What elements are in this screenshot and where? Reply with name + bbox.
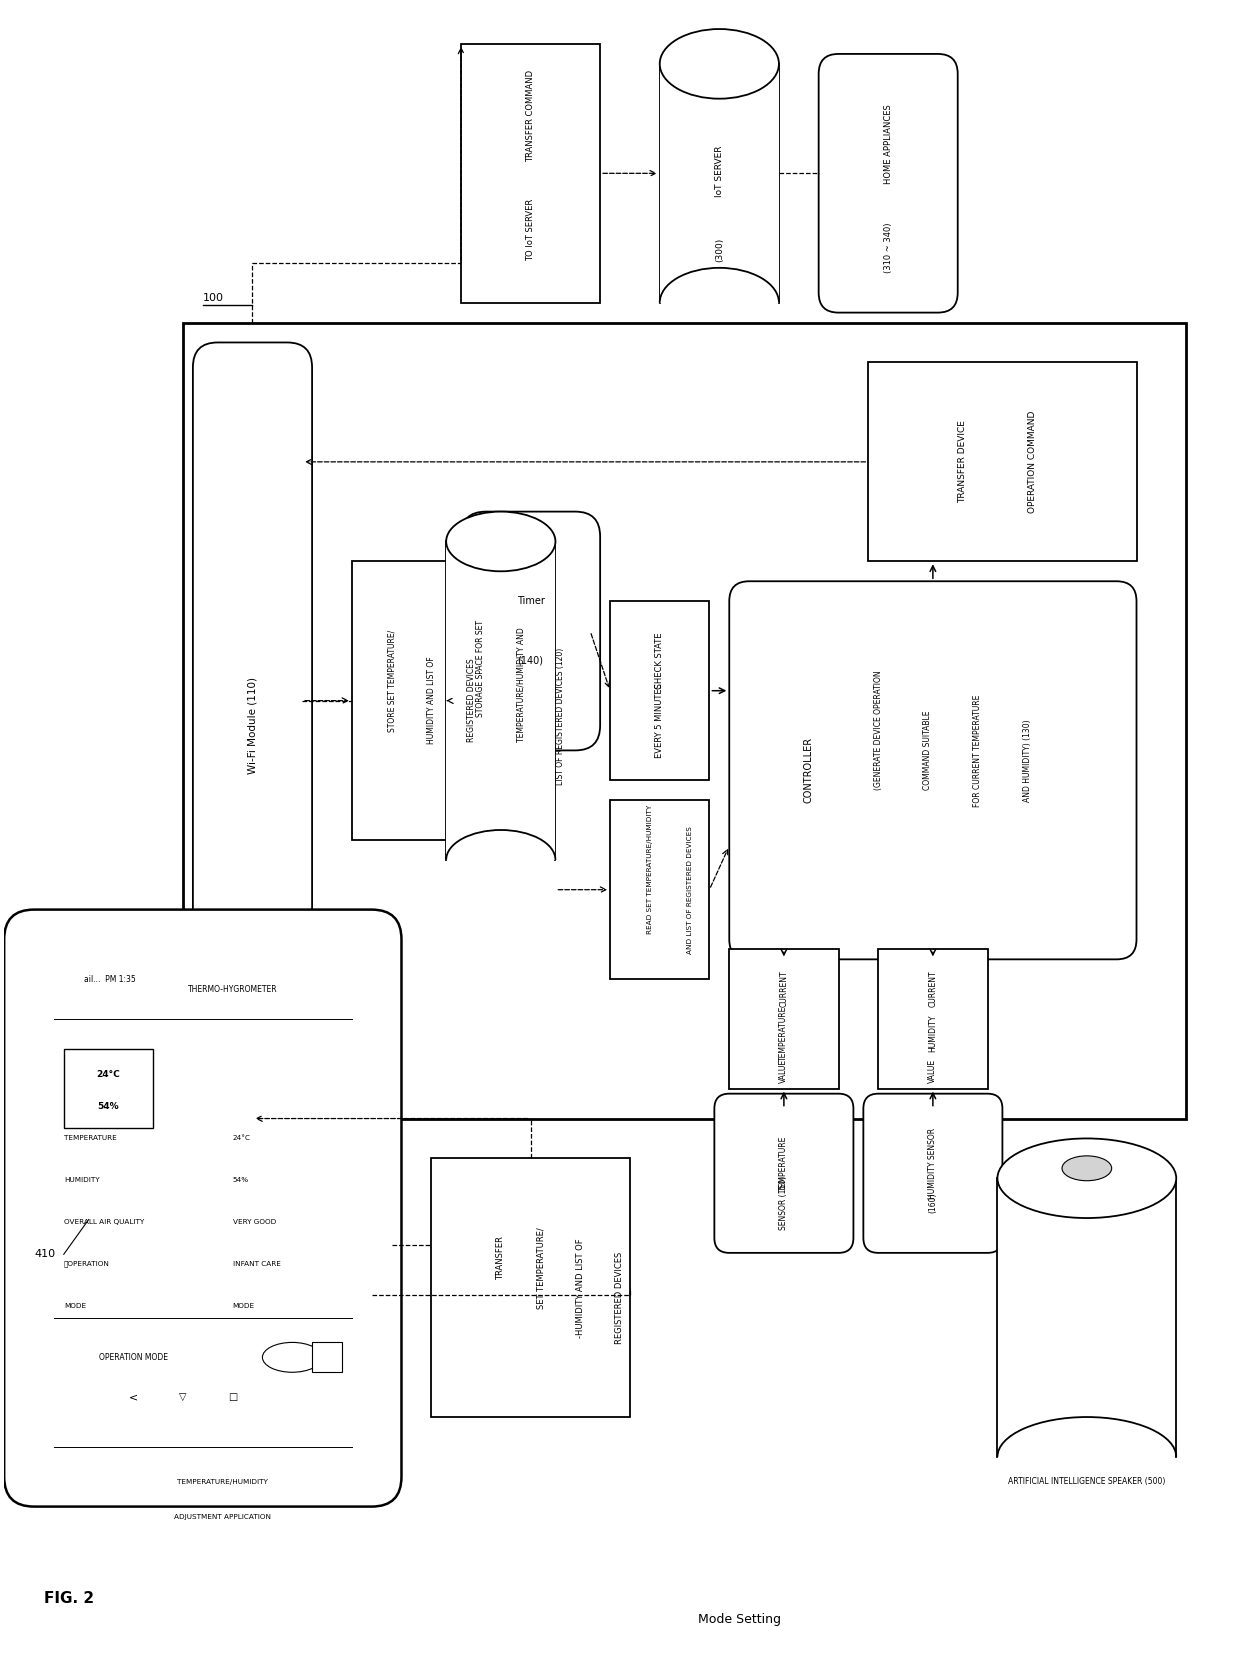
FancyBboxPatch shape <box>193 342 312 1109</box>
Text: <: < <box>129 1393 138 1403</box>
Text: -HUMIDITY AND LIST OF: -HUMIDITY AND LIST OF <box>575 1238 585 1338</box>
Text: 54%: 54% <box>233 1177 249 1184</box>
Text: TEMPERATURE: TEMPERATURE <box>780 1135 789 1190</box>
Text: (310 ~ 340): (310 ~ 340) <box>884 222 893 274</box>
Text: THERMO-HYGROMETER: THERMO-HYGROMETER <box>187 984 278 994</box>
Text: MODE: MODE <box>63 1303 86 1308</box>
Text: EVERY 5 MINUTES: EVERY 5 MINUTES <box>655 684 665 759</box>
Text: REGISTERED DEVICES: REGISTERED DEVICES <box>615 1252 625 1343</box>
Text: TRANSFER COMMAND: TRANSFER COMMAND <box>526 70 536 163</box>
Bar <box>461 43 600 302</box>
FancyBboxPatch shape <box>660 63 779 302</box>
Text: TEMPERATURE: TEMPERATURE <box>63 1135 117 1142</box>
Text: ARTIFICIAL INTELLIGENCE SPEAKER (500): ARTIFICIAL INTELLIGENCE SPEAKER (500) <box>1008 1477 1166 1486</box>
Bar <box>312 1343 342 1373</box>
Text: 24°C: 24°C <box>233 1135 250 1142</box>
Text: MODE: MODE <box>233 1303 254 1308</box>
Text: HUMIDITY AND LIST OF: HUMIDITY AND LIST OF <box>427 657 435 744</box>
FancyBboxPatch shape <box>997 1179 1177 1457</box>
FancyBboxPatch shape <box>863 1094 1002 1253</box>
Text: CONTROLLER: CONTROLLER <box>804 737 813 803</box>
Text: □: □ <box>228 1393 237 1403</box>
Text: HUMIDITY: HUMIDITY <box>929 1014 937 1052</box>
Text: STORE SET TEMPERATURE/: STORE SET TEMPERATURE/ <box>387 629 396 732</box>
Text: OVERALL AIR QUALITY: OVERALL AIR QUALITY <box>63 1218 144 1225</box>
Text: REGISTERED DEVICES: REGISTERED DEVICES <box>466 659 475 742</box>
Text: (300): (300) <box>714 237 724 262</box>
Text: IoT SERVER: IoT SERVER <box>714 146 724 198</box>
FancyBboxPatch shape <box>729 581 1137 959</box>
Text: HOME APPLIANCES: HOME APPLIANCES <box>884 105 893 184</box>
Ellipse shape <box>263 1343 322 1373</box>
Text: ⓘOPERATION: ⓘOPERATION <box>63 1260 109 1267</box>
Text: OPERATION COMMAND: OPERATION COMMAND <box>1028 410 1037 513</box>
Bar <box>610 601 709 780</box>
Text: HUMIDITY: HUMIDITY <box>63 1177 99 1184</box>
Text: Timer: Timer <box>517 596 544 606</box>
Ellipse shape <box>446 511 556 571</box>
Bar <box>432 1159 630 1418</box>
Text: AND HUMIDITY) (130): AND HUMIDITY) (130) <box>1023 719 1032 802</box>
Text: FOR CURRENT TEMPERATURE: FOR CURRENT TEMPERATURE <box>973 694 982 807</box>
FancyBboxPatch shape <box>461 511 600 750</box>
Text: Wi-Fi Module (110): Wi-Fi Module (110) <box>248 677 258 774</box>
Bar <box>878 950 987 1089</box>
Text: CHECK STATE: CHECK STATE <box>655 632 665 689</box>
Text: Mode Setting: Mode Setting <box>698 1614 781 1627</box>
Text: HUMIDITY SENSOR: HUMIDITY SENSOR <box>929 1127 937 1199</box>
Text: TRANSFER: TRANSFER <box>496 1237 506 1280</box>
Text: CURRENT: CURRENT <box>929 969 937 1006</box>
Text: 410: 410 <box>33 1250 55 1260</box>
Text: SET TEMPERATURE/: SET TEMPERATURE/ <box>536 1227 546 1308</box>
Text: FIG. 2: FIG. 2 <box>43 1590 94 1607</box>
Text: (160): (160) <box>929 1194 937 1213</box>
Text: VALUE: VALUE <box>929 1059 937 1082</box>
Text: COMMAND SUITABLE: COMMAND SUITABLE <box>924 710 932 790</box>
Text: TEMPERATURE: TEMPERATURE <box>780 1006 789 1061</box>
Text: TEMPERATURE/HUMIDITY AND: TEMPERATURE/HUMIDITY AND <box>516 627 526 742</box>
Bar <box>729 950 838 1089</box>
Text: AND LIST OF REGISTERED DEVICES: AND LIST OF REGISTERED DEVICES <box>687 825 692 953</box>
Text: (GENERATE DEVICE OPERATION: (GENERATE DEVICE OPERATION <box>874 671 883 790</box>
Bar <box>610 800 709 979</box>
Ellipse shape <box>660 28 779 98</box>
Text: TO IoT SERVER: TO IoT SERVER <box>526 199 536 261</box>
Text: VERY GOOD: VERY GOOD <box>233 1218 275 1225</box>
Text: OPERATION MODE: OPERATION MODE <box>99 1353 167 1361</box>
Text: 24°C: 24°C <box>97 1069 120 1079</box>
Bar <box>184 322 1187 1119</box>
Text: STORAGE SPACE FOR SET: STORAGE SPACE FOR SET <box>476 621 485 717</box>
Text: ▽: ▽ <box>180 1393 187 1403</box>
Text: VALUE: VALUE <box>780 1059 789 1082</box>
Text: SENSOR (150): SENSOR (150) <box>780 1175 789 1230</box>
Text: ADJUSTMENT APPLICATION: ADJUSTMENT APPLICATION <box>174 1514 272 1519</box>
Text: TEMPERATURE/HUMIDITY: TEMPERATURE/HUMIDITY <box>177 1479 268 1484</box>
FancyBboxPatch shape <box>446 541 556 860</box>
Text: READ SET TEMPERATURE/HUMIDITY: READ SET TEMPERATURE/HUMIDITY <box>647 805 652 935</box>
Text: (140): (140) <box>517 656 543 666</box>
Text: INFANT CARE: INFANT CARE <box>233 1262 280 1267</box>
Text: TRANSFER DEVICE: TRANSFER DEVICE <box>959 420 967 503</box>
Bar <box>868 362 1137 561</box>
Bar <box>63 1049 154 1129</box>
Text: LIST OF REGISTERED DEVICES (120): LIST OF REGISTERED DEVICES (120) <box>556 647 565 785</box>
Bar <box>352 561 451 840</box>
Text: 100: 100 <box>203 292 224 302</box>
FancyBboxPatch shape <box>4 910 402 1507</box>
Ellipse shape <box>997 1139 1177 1218</box>
Text: 54%: 54% <box>98 1102 119 1111</box>
Text: ail...  PM 1:35: ail... PM 1:35 <box>83 974 135 984</box>
Ellipse shape <box>1061 1155 1112 1180</box>
FancyBboxPatch shape <box>714 1094 853 1253</box>
Text: CURRENT: CURRENT <box>780 969 789 1006</box>
FancyBboxPatch shape <box>818 53 957 312</box>
